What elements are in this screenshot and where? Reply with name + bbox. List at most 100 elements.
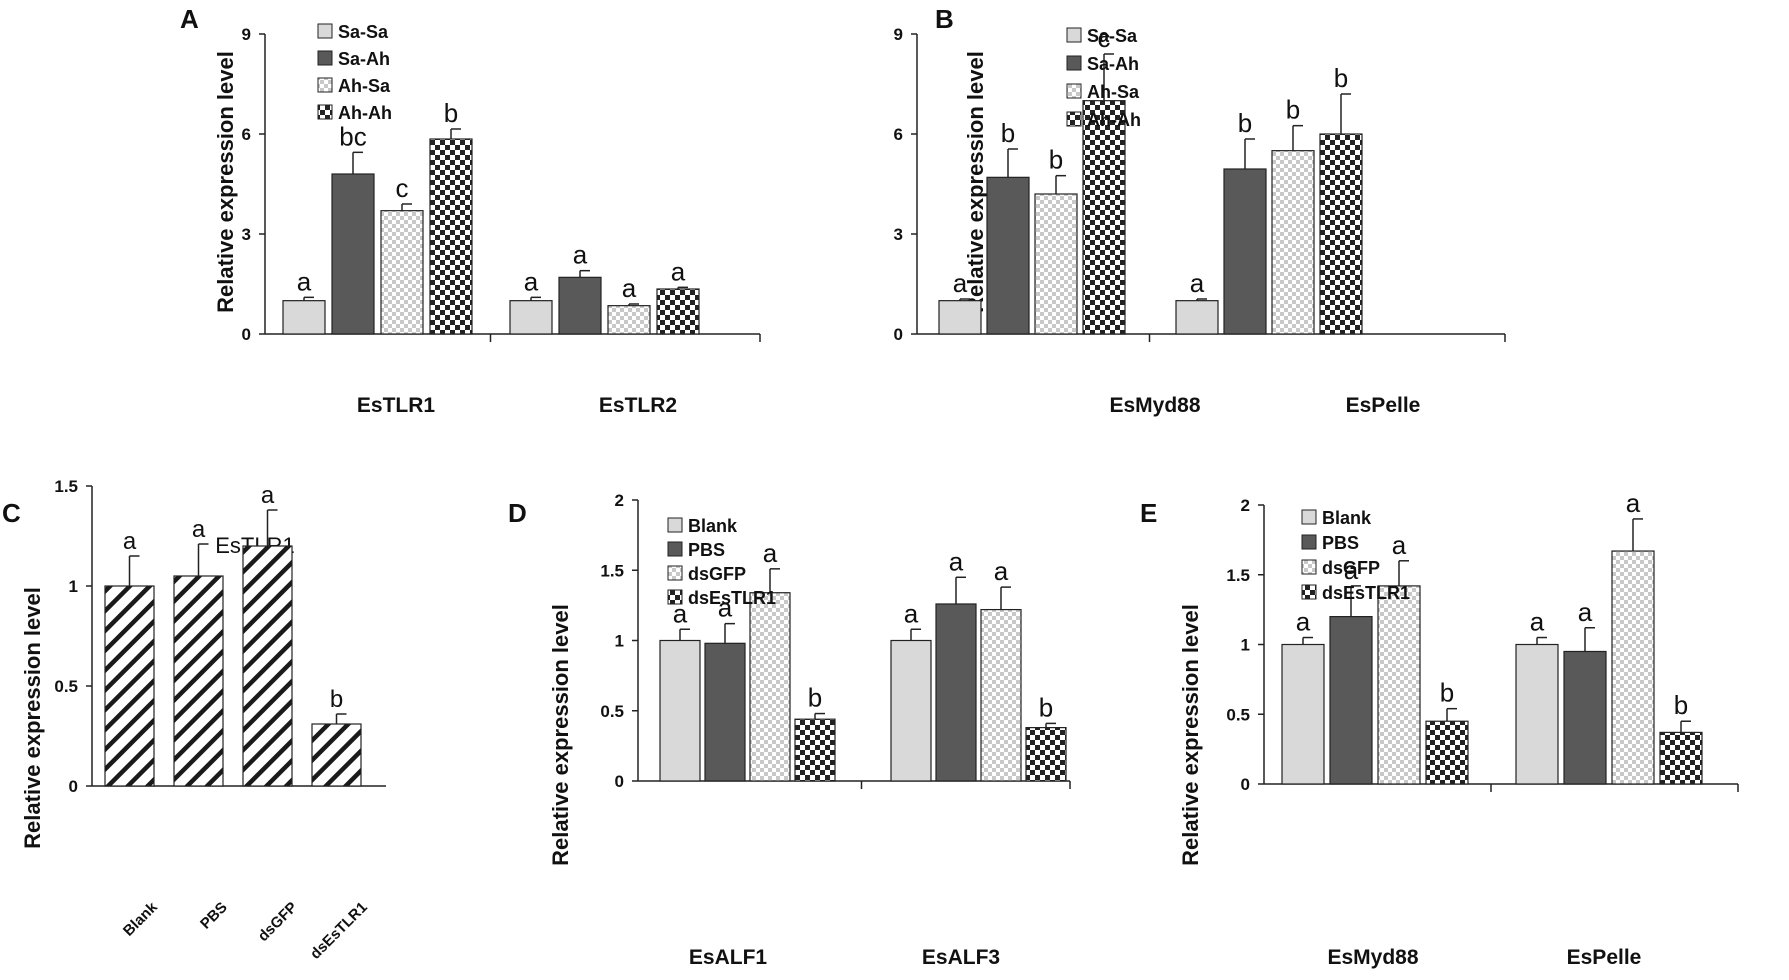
category-label: EsPelle <box>1346 394 1421 417</box>
significance-label: b <box>1238 108 1252 138</box>
y-tick-label: 6 <box>242 125 251 144</box>
bar <box>980 608 1022 782</box>
significance-label: b <box>1440 678 1454 708</box>
significance-label: b <box>1001 118 1015 148</box>
y-tick-label: 0.5 <box>54 677 78 696</box>
legend-swatch <box>1066 111 1082 127</box>
y-axis-label-a: Relative expression level <box>213 51 238 313</box>
legend-entry: Sa-Ah <box>338 49 390 69</box>
significance-label: a <box>123 528 137 555</box>
panel-label-a: A <box>180 4 199 34</box>
y-tick-label: 3 <box>242 225 251 244</box>
bar <box>1082 100 1126 335</box>
y-tick-label: 1.5 <box>600 561 624 580</box>
bar <box>104 585 155 787</box>
legend-b: Sa-Sa Sa-Ah Ah-Sa Ah-Ah <box>1066 26 1141 130</box>
legend-swatch <box>1301 534 1317 550</box>
y-tick-label: 9 <box>894 25 903 44</box>
y-tick-label: 1.5 <box>54 477 78 496</box>
y-tick-label: 1.5 <box>1226 566 1250 585</box>
y-tick-label: 0 <box>69 777 78 796</box>
bar <box>1425 720 1469 785</box>
y-tick-label: 1 <box>615 632 624 651</box>
bar <box>282 300 326 335</box>
y-axis-label-d: Relative expression level <box>548 604 573 866</box>
significance-label: b <box>330 686 343 713</box>
significance-label: a <box>1296 607 1311 637</box>
bar <box>558 276 602 335</box>
category-label: EsALF3 <box>922 946 1000 969</box>
panel-a: A Relative expression level 0 3 6 9 a a bc a c a… <box>180 4 761 417</box>
category-label: dsEsTLR1 <box>307 899 371 963</box>
significance-label: b <box>808 683 822 713</box>
bar <box>1281 643 1325 785</box>
category-label: Blank <box>120 898 161 939</box>
bar <box>656 288 700 335</box>
legend-entry: Ah-Sa <box>338 76 391 96</box>
y-tick-label: 0.5 <box>600 702 624 721</box>
category-label: EsTLR2 <box>599 394 677 417</box>
bar <box>1515 643 1559 785</box>
significance-label: b <box>1286 95 1300 125</box>
category-label: PBS <box>197 899 231 933</box>
bar <box>1271 150 1315 335</box>
bar <box>607 305 651 335</box>
y-tick-label: 0 <box>242 325 251 344</box>
category-label: EsMyd88 <box>1327 946 1418 969</box>
legend-swatch <box>317 50 333 66</box>
legend-swatch <box>1301 584 1317 600</box>
bar <box>1563 650 1607 785</box>
y-axis-label-b: Relative expression level <box>963 51 988 313</box>
legend-swatch <box>667 517 683 533</box>
legend-swatch <box>1301 559 1317 575</box>
category-label: EsALF1 <box>689 946 768 969</box>
category-label: EsMyd88 <box>1109 394 1200 417</box>
y-axis-label-c: Relative expression level <box>20 587 45 849</box>
legend-entry: Sa-Sa <box>1087 26 1138 46</box>
y-tick-label: 1 <box>69 577 78 596</box>
bar <box>749 592 791 782</box>
y-tick-label: 0 <box>1241 775 1250 794</box>
legend-entry: Blank <box>688 516 738 536</box>
significance-label: bc <box>339 121 366 151</box>
bar <box>242 545 293 787</box>
bar <box>890 639 932 782</box>
bar <box>173 575 224 787</box>
panel-label-d: D <box>508 498 527 528</box>
bar <box>331 173 375 335</box>
bar <box>380 210 424 335</box>
bar <box>704 642 746 782</box>
y-axis-label-e: Relative expression level <box>1178 604 1203 866</box>
significance-label: b <box>444 98 458 128</box>
legend-d: Blank PBS dsGFP dsEsTLR1 <box>667 516 776 608</box>
legend-e: Blank PBS dsGFP dsEsTLR1 <box>1301 508 1410 603</box>
significance-label: a <box>1578 597 1593 627</box>
category-label: EsPelle <box>1567 946 1642 969</box>
bar <box>1223 168 1267 335</box>
y-tick-label: 9 <box>242 25 251 44</box>
significance-label: a <box>718 593 733 623</box>
bar <box>509 300 553 335</box>
category-label: dsGFP <box>255 899 301 945</box>
y-tick-label: 3 <box>894 225 903 244</box>
bar <box>1329 615 1373 785</box>
significance-label: a <box>261 482 275 509</box>
bar <box>1025 727 1067 782</box>
legend-entry: dsEsTLR1 <box>688 588 776 608</box>
significance-label: a <box>763 538 778 568</box>
significance-label: a <box>1190 268 1205 298</box>
legend-entry: Ah-Sa <box>1087 82 1140 102</box>
significance-label: b <box>1049 145 1063 175</box>
legend-swatch <box>1301 509 1317 525</box>
significance-label: a <box>622 273 637 303</box>
bar <box>1377 585 1421 785</box>
significance-label: a <box>573 240 588 270</box>
bar <box>659 639 701 782</box>
panel-e: E Relative expression level 0 0.5 1 1.5 2 a a… <box>1140 488 1739 969</box>
significance-label: a <box>1530 607 1545 637</box>
panel-label-c: C <box>2 498 21 528</box>
bar <box>1175 300 1219 335</box>
legend-entry: dsEsTLR1 <box>1322 583 1410 603</box>
